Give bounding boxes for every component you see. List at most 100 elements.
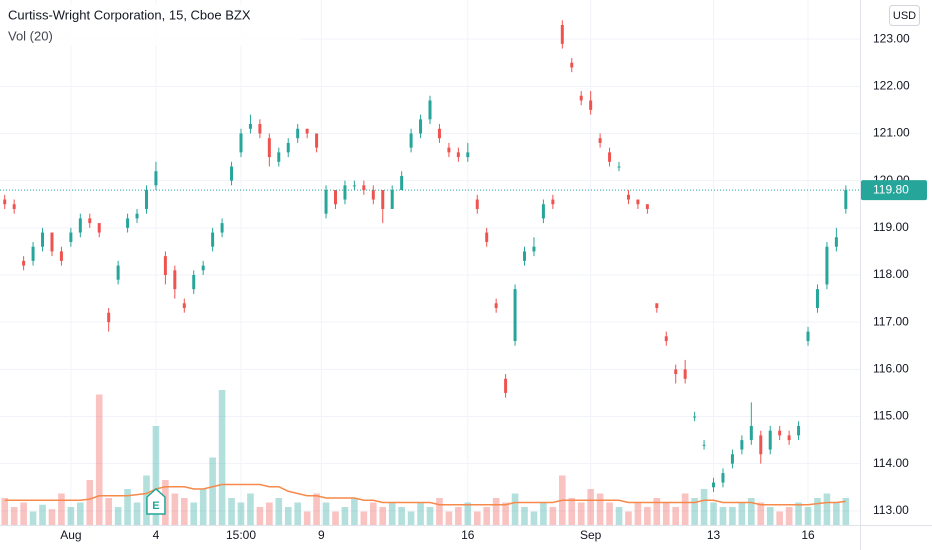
x-tick-label: 4 [153, 528, 160, 542]
candle-body [419, 119, 423, 134]
volume-bar [445, 511, 453, 525]
volume-bar [379, 507, 387, 525]
volume-bar [842, 498, 850, 525]
candle-body [749, 425, 753, 441]
candle-body [626, 194, 630, 200]
candle-body [560, 25, 564, 44]
volume-bar [95, 394, 103, 525]
y-tick-label: 122.00 [873, 78, 910, 92]
volume-bar [266, 502, 273, 525]
volume-bar [662, 502, 670, 525]
candle-body [315, 133, 319, 148]
candle-body [409, 133, 413, 148]
volume-bar [237, 502, 245, 525]
volume-bar [77, 502, 84, 525]
candle-body [305, 128, 309, 134]
candle-body [343, 185, 347, 200]
y-tick-label: 123.00 [873, 31, 910, 45]
marks: E [0, 20, 860, 525]
x-tick-label: 9 [318, 528, 325, 542]
volume-bar [833, 502, 840, 525]
x-tick-label: 16 [801, 528, 815, 542]
candle-body [154, 171, 158, 186]
currency-button[interactable] [889, 5, 920, 26]
volume-bar [398, 507, 405, 525]
volume-bar [502, 502, 509, 525]
grid [0, 0, 860, 525]
candle-body [437, 128, 441, 139]
volume-bar [294, 502, 301, 525]
candle-body [702, 444, 706, 446]
candle-body [371, 190, 375, 200]
volume-bar [388, 502, 396, 525]
candle-body [475, 199, 479, 209]
candle-body [248, 124, 252, 129]
volume-bar [653, 498, 661, 525]
volume-bar [133, 502, 141, 525]
volume-bar [426, 507, 434, 525]
candle-body [230, 166, 234, 181]
x-tick-label: 15:00 [226, 528, 256, 542]
candle-body [267, 138, 271, 158]
candle-body [400, 175, 404, 191]
candle-body [116, 265, 120, 280]
volume-bar [549, 507, 557, 525]
last-price-box [861, 180, 927, 201]
candle-body [513, 289, 517, 342]
volume-bar [672, 507, 680, 525]
candle-body [381, 190, 385, 209]
volume-bar [48, 509, 56, 525]
volume-bar [209, 457, 216, 525]
y-tick-label: 114.00 [873, 456, 909, 470]
candle-body [333, 190, 337, 205]
candle-body [173, 270, 177, 290]
volume-bar [473, 511, 481, 525]
volume-bar [322, 502, 330, 525]
volume-bar [587, 489, 594, 525]
axes: 113.00 114.00 115.00 116.00 117.00 118.00 119.… [60, 31, 927, 542]
volume-bar [10, 507, 18, 525]
candle-body [59, 251, 63, 261]
volume-bar [341, 507, 349, 525]
volume-bar [521, 507, 528, 525]
volume-bar [681, 493, 689, 525]
candle-body [768, 430, 772, 450]
volume-bar [228, 498, 235, 525]
volume-bar [785, 507, 793, 525]
candle-body [182, 303, 186, 309]
candle-body [3, 199, 7, 205]
candle-body [645, 204, 649, 209]
volume-bar [606, 502, 613, 525]
volume-bar [436, 498, 443, 525]
volume-bar [39, 504, 46, 525]
volume-bar [351, 498, 358, 525]
chart-title: Curtiss-Wright Corporation, 15, Cboe BZX [8, 7, 251, 22]
y-tick-label: 121.00 [873, 126, 910, 140]
volume-bar [710, 502, 717, 525]
candle-body [107, 312, 111, 323]
candle-body [655, 303, 659, 309]
candle-body [277, 152, 281, 162]
earnings-label: E [152, 500, 159, 512]
candle-body [362, 185, 366, 191]
candle-body [296, 128, 300, 139]
x-tick-label: 13 [707, 528, 721, 542]
volume-bar [568, 498, 576, 525]
volume-bar [455, 507, 462, 525]
volume-bar [114, 507, 122, 525]
candle-body [844, 190, 848, 209]
candle-body [428, 100, 432, 120]
candle-body [815, 289, 819, 309]
currency[interactable]: USD [893, 10, 916, 22]
volume-bar [407, 511, 415, 525]
candle-body [97, 223, 101, 233]
volume-bar [58, 493, 65, 525]
volume-bar [190, 502, 198, 525]
candle-body [504, 378, 508, 393]
candle-body [135, 213, 139, 219]
volume-bar [644, 507, 651, 525]
x-tick-label: Aug [60, 528, 81, 542]
candle-body [721, 473, 725, 483]
volume-bar [256, 507, 264, 525]
volume-bar [691, 498, 698, 525]
